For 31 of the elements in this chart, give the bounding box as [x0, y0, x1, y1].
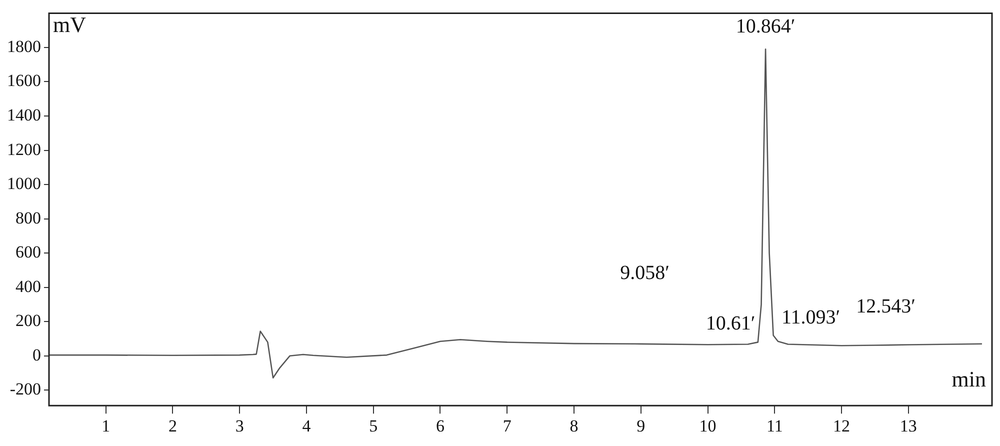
y-tick-label: 1600	[7, 71, 41, 90]
x-tick-label: 1	[102, 416, 110, 436]
annotation: 10.864′	[736, 15, 796, 38]
y-tick-label: 1800	[7, 36, 41, 56]
annotation: 12.543′	[856, 296, 916, 318]
y-tick-label: 600	[16, 242, 41, 262]
annotation: 11.093′	[782, 306, 840, 328]
x-tick-label: 2	[168, 416, 177, 436]
x-tick-label: 12	[833, 416, 850, 436]
x-tick-label: 3	[235, 416, 244, 436]
x-tick-label: 9	[636, 416, 646, 436]
x-tick-label: 5	[369, 416, 378, 436]
y-axis-title: mV	[53, 12, 86, 37]
y-tick-label: 1200	[7, 140, 41, 159]
x-tick-label: 11	[766, 416, 783, 436]
x-tick-label: 8	[570, 416, 578, 436]
y-tick-label: 800	[16, 208, 41, 228]
x-tick-label: 10	[699, 416, 716, 436]
y-tick-label: 0	[32, 345, 41, 364]
x-axis-title: min	[952, 366, 986, 392]
y-tick-label: 1400	[7, 105, 41, 124]
y-tick-label: -200	[10, 380, 41, 399]
y-tick-label: 200	[16, 311, 41, 330]
x-tick-label: 7	[502, 416, 512, 436]
x-tick-label: 4	[302, 416, 312, 436]
annotation: 10.61′	[706, 312, 756, 335]
x-tick-label: 6	[436, 416, 444, 436]
y-tick-label: 1000	[7, 174, 41, 194]
y-tick-label: 400	[16, 276, 41, 296]
annotation: 9.058′	[620, 262, 670, 284]
x-tick-label: 13	[900, 416, 917, 436]
